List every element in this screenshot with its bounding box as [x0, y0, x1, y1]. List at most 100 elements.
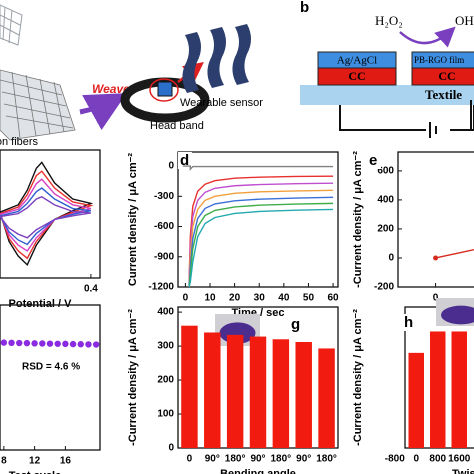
graphene-sheet — [0, 4, 23, 46]
highlight — [149, 78, 179, 102]
chart-panel: Twisting angle -Current density / μA cm⁻²… — [352, 298, 474, 474]
panel-letter: d — [180, 152, 189, 169]
x-tick-label: 180° — [225, 454, 246, 465]
y-tick-label: 0 — [168, 161, 174, 172]
y-tick-label: 0 — [388, 253, 394, 264]
textile-label: Textile — [425, 87, 462, 102]
x-tick-label: 10 — [204, 293, 216, 304]
fibers-label: Carbon fibers — [0, 136, 39, 148]
x-tick-label: 12 — [29, 456, 41, 467]
y-tick-label: -1200 — [148, 282, 174, 293]
data-line — [0, 161, 94, 267]
bar — [430, 331, 446, 448]
data-point — [62, 340, 69, 348]
x-tick-label: 0.4 — [84, 284, 98, 295]
panel-a: Weave Head band Wearable sensor Carbon f… — [0, 4, 263, 148]
x-tick-label: -800 — [385, 454, 405, 465]
bar — [408, 352, 424, 448]
reactant: H₂O₂ — [375, 13, 403, 28]
x-tick-label: 30 — [254, 293, 266, 304]
data-line — [188, 175, 334, 282]
x-tick-label: 40 — [278, 293, 290, 304]
data-line — [0, 170, 94, 260]
x-tick-label: 90° — [205, 454, 220, 465]
data-line — [188, 202, 334, 288]
textile — [300, 85, 474, 105]
x-tick-label: 180° — [271, 454, 292, 465]
letter-bg — [289, 316, 303, 333]
bar — [249, 336, 267, 448]
annotation: RSD = 4.6 % — [22, 362, 80, 373]
chart-panel: 0 100 200 300 400 Bending angle -Current densi… — [127, 306, 339, 474]
y-axis-label: -Current density / μA cm⁻² — [127, 309, 139, 446]
y-axis-label: -Current density / μA cm⁻² — [352, 151, 364, 288]
data-line — [0, 178, 92, 252]
y-axis-label: Current density / μA cm⁻² — [127, 153, 139, 286]
data-point — [39, 340, 46, 347]
weave-label: Weave — [92, 82, 130, 96]
data-line — [188, 182, 334, 286]
y-tick-label: 100 — [157, 409, 174, 420]
data-line — [0, 187, 92, 246]
wearable-sensor — [182, 24, 251, 93]
product: OH⁻ — [455, 13, 474, 28]
bar — [204, 332, 221, 448]
y-tick-label: -600 — [154, 221, 174, 232]
bar — [226, 334, 244, 448]
bar — [272, 339, 290, 448]
y-tick-label: -900 — [154, 251, 174, 262]
bar — [318, 348, 335, 448]
data-point — [31, 340, 38, 347]
data-line — [0, 196, 92, 239]
panel-letter: g — [291, 316, 300, 333]
cc-layer — [411, 67, 474, 86]
fabric — [0, 69, 76, 141]
panel-b: b H₂O₂ OH⁻ Textile Ag/AgCl CC PB-RGO fil… — [300, 0, 474, 138]
reaction-arrow — [399, 26, 456, 48]
x-tick-label: 90° — [296, 454, 311, 465]
x-axis-label: Twisting angle — [452, 468, 474, 474]
y-tick-label: 200 — [377, 224, 394, 235]
x-tick-label: 0 — [433, 293, 439, 304]
letter-bg — [178, 152, 192, 169]
y-tick-label: 0 — [168, 443, 174, 454]
plot-frame — [177, 151, 339, 288]
x-axis-label: Potential / V — [9, 298, 73, 310]
bar — [295, 341, 312, 448]
letter-bg — [367, 152, 381, 169]
data-point — [16, 339, 23, 347]
data-point — [92, 341, 100, 348]
data-point — [8, 339, 15, 347]
letter-bg — [402, 314, 416, 331]
data-line — [188, 196, 334, 287]
y-tick-label: -300 — [154, 191, 174, 202]
data-point — [46, 340, 54, 347]
band-sensor — [157, 81, 173, 97]
data-point — [69, 340, 77, 348]
y-tick-label: 400 — [157, 307, 174, 318]
bar — [181, 325, 198, 448]
bar — [451, 331, 467, 448]
data-line — [188, 189, 334, 287]
y-axis-label: -Current density / μA cm⁻² — [352, 309, 364, 446]
film-label: PB-RGO film — [414, 55, 464, 65]
cc-label: CC — [348, 69, 365, 83]
x-tick-label: 800 — [429, 454, 446, 465]
inset-glove — [441, 305, 474, 325]
plot-frame — [404, 306, 474, 449]
data-line — [435, 248, 474, 259]
data-point — [77, 341, 84, 348]
data-line — [188, 208, 334, 288]
data-point — [54, 340, 61, 347]
x-tick-label: 90° — [250, 454, 265, 465]
chart-panel: 8 12 16 Test cycle RSD = 4.6 % — [0, 304, 101, 474]
x-tick-label: 50 — [303, 293, 315, 304]
x-tick-label: 0 — [413, 454, 419, 465]
x-tick-label: 20 — [229, 293, 241, 304]
data-point — [0, 339, 8, 346]
y-tick-label: 600 — [377, 166, 394, 177]
x-tick-label: 180° — [316, 454, 337, 465]
